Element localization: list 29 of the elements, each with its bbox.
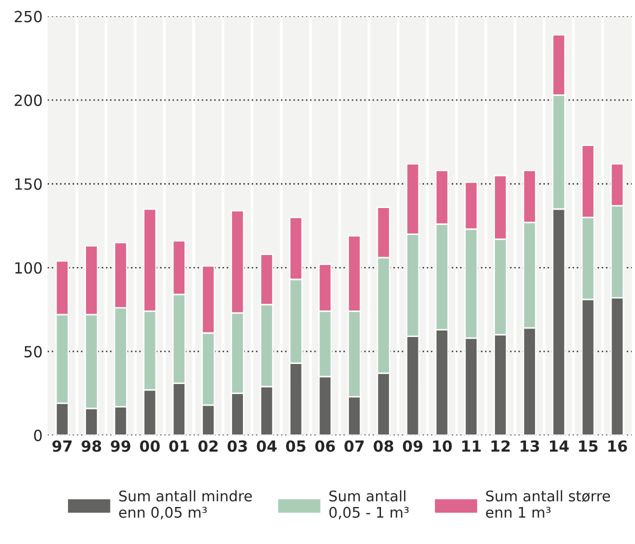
y-tick-label: 150 <box>15 178 42 190</box>
y-tick-label: 100 <box>15 262 42 274</box>
x-tick-label: 12 <box>491 440 510 452</box>
y-tick-label: 0 <box>34 430 42 442</box>
x-tick-label: 07 <box>344 440 364 452</box>
x-tick-label: 97 <box>52 440 72 452</box>
x-tick-label: 10 <box>433 440 452 452</box>
x-tick-label: 04 <box>256 440 277 452</box>
y-tick-label: 200 <box>14 94 42 106</box>
y-tick-label: 250 <box>14 10 42 22</box>
x-tick-label: 15 <box>579 440 598 452</box>
legend-label: Sum antall større enn 1 m³ <box>486 490 610 518</box>
x-tick-label: 06 <box>315 440 335 452</box>
y-tick-label: 50 <box>24 346 42 358</box>
x-tick-label: 05 <box>286 440 306 452</box>
legend-label: Sum antall 0,05 - 1 m³ <box>329 490 409 520</box>
legend-label: Sum antall mindre enn 0,05 m³ <box>119 490 252 520</box>
x-tick-label: 14 <box>550 440 569 452</box>
x-tick-label: 98 <box>82 440 102 452</box>
x-tick-label: 03 <box>228 440 247 452</box>
x-tick-label: 00 <box>140 440 160 452</box>
x-tick-label: 11 <box>462 440 481 452</box>
x-tick-label: 08 <box>374 440 394 452</box>
x-tick-label: 02 <box>198 440 218 452</box>
x-tick-label: 09 <box>402 440 422 452</box>
x-tick-label: 13 <box>520 440 540 452</box>
x-tick-label: 99 <box>110 440 130 452</box>
x-tick-label: 16 <box>608 440 628 452</box>
x-tick-label: 01 <box>169 440 189 452</box>
